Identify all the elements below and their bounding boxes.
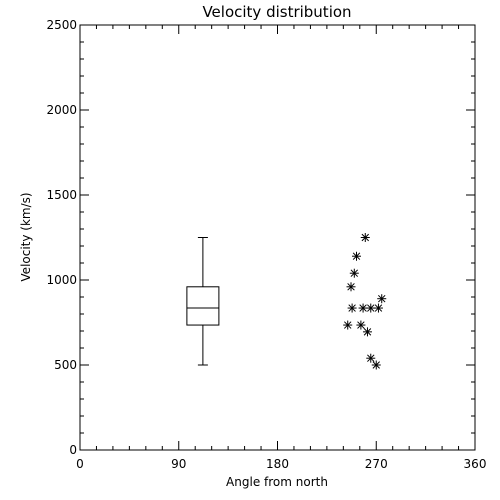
x-tick-label: 270: [365, 457, 388, 471]
y-tick-label: 500: [54, 358, 77, 372]
x-axis-title: Angle from north: [226, 475, 328, 489]
data-point: [366, 353, 376, 363]
axis-ticks: [79, 24, 476, 451]
data-point: [347, 303, 357, 313]
y-tick-label: 0: [69, 443, 77, 457]
data-point: [360, 233, 370, 242]
x-tick-label: 90: [171, 457, 186, 471]
data-point: [349, 268, 359, 278]
data-point: [358, 303, 368, 313]
y-tick-label: 2500: [46, 18, 77, 32]
data-point: [343, 320, 353, 330]
data-point: [362, 327, 372, 337]
data-point: [366, 303, 376, 313]
data-point: [373, 303, 383, 313]
data-point: [371, 360, 381, 370]
plot-frame: [79, 24, 476, 451]
boxplot-box: [186, 286, 220, 326]
y-tick-label: 1000: [46, 273, 77, 287]
data-point: [346, 282, 356, 292]
data-point: [352, 251, 361, 261]
chart-title: Velocity distribution: [202, 3, 351, 21]
y-tick-label: 2000: [46, 103, 77, 117]
axis-tick-labels: 0 90 180 270 360 0 500 1000 1500 2000 2500: [46, 18, 486, 471]
data-point: [377, 294, 387, 304]
y-axis-title: Velocity (km/s): [19, 192, 33, 281]
x-tick-label: 360: [464, 457, 487, 471]
boxplot: [186, 237, 220, 366]
x-tick-label: 0: [76, 457, 84, 471]
x-tick-label: 180: [266, 457, 289, 471]
data-points: [343, 233, 387, 370]
y-tick-label: 1500: [46, 188, 77, 202]
data-point: [356, 320, 366, 330]
